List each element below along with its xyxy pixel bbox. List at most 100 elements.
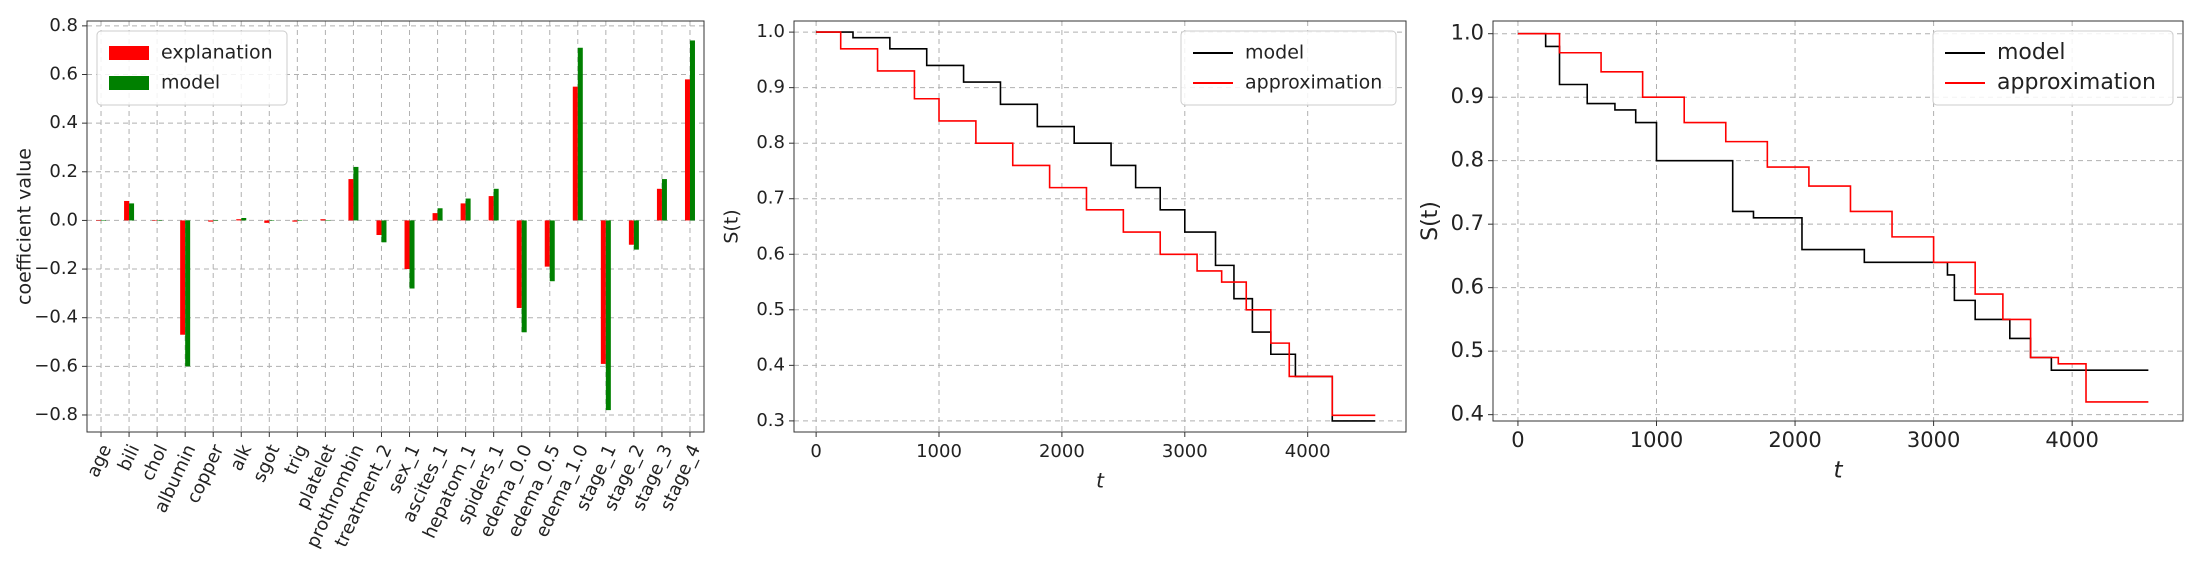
x-tick-label: 3000 — [1907, 428, 1960, 452]
line-series — [1517, 32, 2149, 403]
bar — [684, 79, 690, 221]
y-tick-label: 0.5 — [756, 299, 785, 320]
bar — [661, 179, 667, 221]
bar — [404, 220, 410, 270]
bar — [348, 179, 354, 221]
x-tick-label: 0 — [1511, 428, 1524, 452]
y-tick-label: −0.8 — [34, 404, 78, 425]
legend-swatch — [109, 46, 149, 60]
y-axis-label: S(t) — [1418, 201, 1443, 241]
legend: explanation model — [96, 30, 288, 106]
legend-label: approximation — [1245, 72, 1382, 94]
y-tick-label: 0.9 — [1451, 84, 1484, 108]
y-axis-label: S(t) — [721, 209, 743, 243]
y-tick-label: −0.4 — [34, 307, 78, 328]
bar — [437, 208, 443, 221]
y-tick-label: 0.3 — [756, 410, 785, 431]
bar — [297, 220, 303, 221]
x-axis-label: t — [1833, 458, 1843, 484]
y-tick-label: 0.5 — [1451, 338, 1484, 362]
legend-swatch — [109, 76, 149, 90]
bar — [689, 40, 695, 221]
chart-panel: 0.3 0.4 0.5 0.6 0.7 0.8 0.9 1.0 0 1000 2000 3000 400… — [721, 20, 1407, 493]
y-tick-label: 0.4 — [1451, 402, 1484, 426]
chart-panel: −0.8−0.6−0.4−0.20.00.20.40.60.8agebilich… — [14, 15, 706, 551]
bar — [577, 47, 583, 221]
legend-label: model — [1245, 42, 1304, 64]
y-tick-label: −0.6 — [34, 355, 78, 376]
x-tick-label: 2000 — [1039, 441, 1085, 462]
bar — [460, 203, 466, 221]
legend: model approximation — [1180, 30, 1397, 106]
bar — [544, 220, 550, 267]
y-tick-label: 0.6 — [1451, 275, 1484, 299]
bar — [521, 220, 527, 333]
y-tick-label: 0.9 — [756, 77, 785, 98]
legend-frame — [1932, 30, 2174, 106]
bar — [605, 220, 611, 411]
plot-frame — [1492, 20, 2184, 422]
x-tick-label: 4000 — [2045, 428, 2098, 452]
x-tick-label: 1000 — [916, 441, 962, 462]
plot-frame — [793, 20, 1407, 433]
bar — [208, 220, 214, 222]
x-tick-label: age — [83, 441, 116, 480]
legend-label: model — [1997, 40, 2066, 65]
bar — [96, 220, 102, 221]
x-tick-label: 1000 — [1630, 428, 1683, 452]
bar — [488, 196, 494, 221]
bar — [572, 86, 578, 221]
bar — [325, 220, 331, 221]
bar — [157, 220, 163, 221]
y-tick-label: 0.8 — [49, 15, 78, 36]
bar — [129, 203, 135, 221]
y-tick-label: 0.7 — [756, 188, 785, 209]
y-tick-label: 0.4 — [49, 112, 78, 133]
bar — [180, 220, 186, 335]
x-tick-label: 3000 — [1162, 441, 1208, 462]
y-axis-label: coefficient value — [14, 148, 36, 305]
line-series — [816, 31, 1376, 417]
y-tick-label: −0.2 — [34, 258, 78, 279]
y-tick-label: 0.4 — [756, 354, 785, 375]
y-tick-label: 0.6 — [49, 64, 78, 85]
bar — [516, 220, 522, 308]
chart-panel: 0.4 0.5 0.6 0.7 0.8 0.9 1.0 0 1000 2000 3000 4000 t S… — [1418, 20, 2184, 484]
bar — [353, 166, 359, 221]
x-tick-label: 4000 — [1285, 441, 1331, 462]
legend-label: explanation — [161, 42, 273, 64]
bar — [376, 220, 382, 236]
y-tick-label: 0.2 — [49, 161, 78, 182]
y-tick-label: 0.6 — [756, 243, 785, 264]
bar — [465, 198, 471, 221]
y-tick-label: 0.7 — [1451, 211, 1484, 235]
y-tick-label: 0.8 — [756, 132, 785, 153]
x-axis-label: t — [1096, 469, 1105, 493]
bar — [493, 188, 499, 221]
bar — [185, 220, 191, 367]
x-tick-label: sgot — [249, 441, 284, 485]
bar — [432, 213, 438, 221]
x-tick-label: 0 — [810, 441, 821, 462]
bar — [549, 220, 555, 282]
bar — [213, 220, 219, 221]
y-tick-label: 0.8 — [1451, 148, 1484, 172]
legend: model approximation — [1932, 30, 2174, 106]
bar — [124, 200, 130, 221]
y-tick-label: 0.0 — [49, 209, 78, 230]
bar — [101, 220, 107, 221]
plot-frame — [86, 20, 705, 433]
bar — [628, 220, 634, 245]
bar — [656, 188, 662, 221]
bar — [269, 220, 275, 221]
bar — [633, 220, 639, 250]
bar — [381, 220, 387, 243]
y-tick-label: 1.0 — [756, 21, 785, 42]
bar — [600, 220, 606, 364]
bar — [320, 219, 326, 221]
line-series — [1517, 32, 2149, 372]
legend-label: model — [161, 72, 220, 94]
y-tick-label: 1.0 — [1451, 21, 1484, 45]
legend-frame — [1180, 30, 1397, 106]
